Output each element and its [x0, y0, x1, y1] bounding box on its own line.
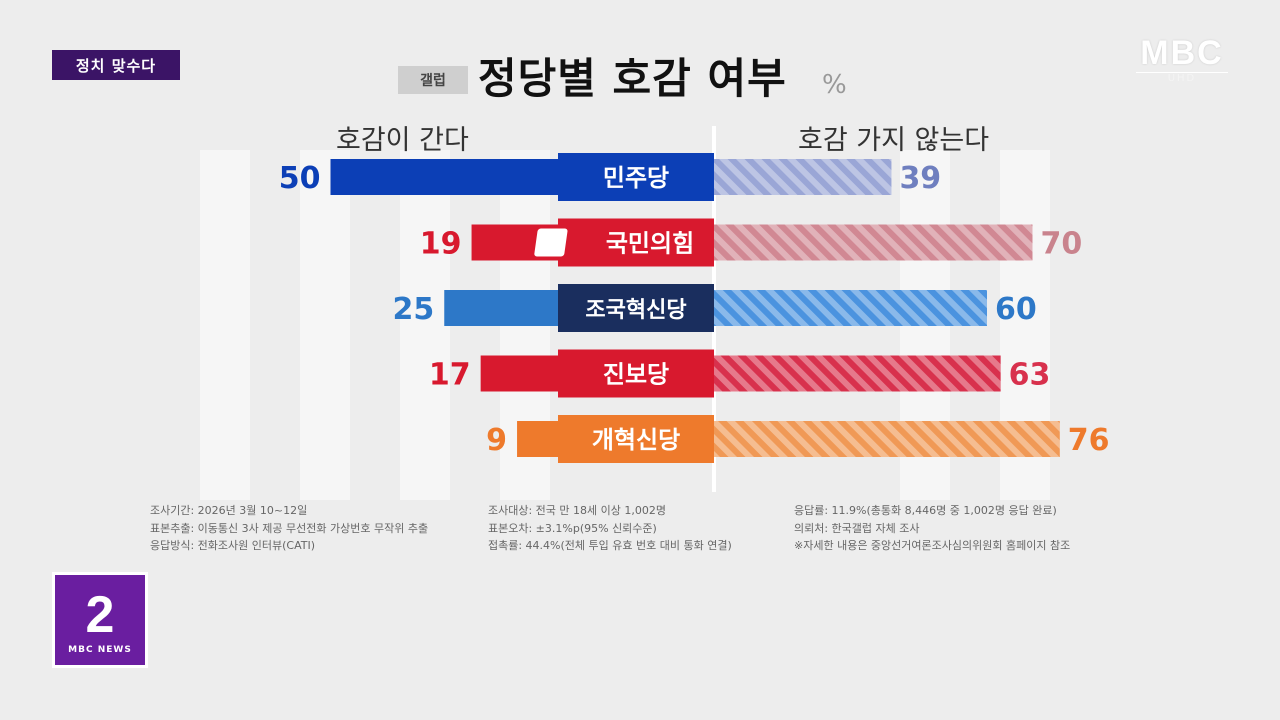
note-line: 응답률: 11.9%(총통화 8,446명 중 1,002명 응답 완료) — [794, 504, 1057, 517]
notes-column-3: 응답률: 11.9%(총통화 8,446명 중 1,002명 응답 완료) 의뢰… — [794, 502, 1070, 555]
note-line: 접촉률: 44.4%(전체 투입 유효 번호 대비 통화 연결) — [488, 539, 732, 552]
party-name: 진보당 — [603, 361, 669, 389]
left-bar — [517, 421, 558, 457]
left-value-label: 19 — [420, 227, 462, 262]
bg-column — [200, 150, 250, 500]
right-value-label: 76 — [1068, 423, 1110, 458]
party-name: 국민의힘 — [606, 230, 694, 258]
right-bar-hatch — [714, 290, 987, 326]
channel-logo-sub: UHD — [1136, 72, 1228, 84]
left-value-label: 50 — [279, 161, 321, 196]
channel-logo-name: MBC — [1140, 34, 1224, 72]
news-logo-label: MBC NEWS — [68, 645, 132, 655]
right-bar-hatch — [714, 159, 892, 195]
left-bar — [330, 159, 558, 195]
right-bar-hatch — [714, 355, 1001, 392]
source-tag: 갤럽 — [398, 66, 468, 94]
notes-column-2: 조사대상: 전국 만 18세 이상 1,002명 표본오차: ±3.1%p(95… — [488, 502, 732, 555]
left-bar — [444, 290, 558, 326]
right-value-label: 63 — [1009, 358, 1051, 393]
note-line: 표본추출: 이동통신 3사 제공 무선전화 가상번호 무작위 추출 — [150, 521, 429, 535]
left-bar — [480, 355, 558, 392]
right-value-label: 70 — [1041, 227, 1083, 262]
right-value-label: 60 — [995, 292, 1037, 327]
left-value-label: 17 — [429, 358, 471, 393]
party-logo-icon — [534, 228, 568, 257]
right-bar-hatch — [714, 224, 1033, 261]
party-name: 조국혁신당 — [585, 297, 686, 323]
party-box — [558, 415, 714, 463]
party-box — [558, 284, 714, 332]
chart-title: 정당별 호감 여부 — [478, 54, 787, 103]
note-line: 응답방식: 전화조사원 인터뷰(CATI) — [150, 539, 316, 552]
right-value-label: 39 — [899, 161, 941, 196]
left-value-label: 25 — [393, 292, 435, 327]
party-box — [558, 153, 714, 201]
right-series-header: 호감 가지 않는다 — [798, 125, 990, 156]
note-line: 표본오차: ±3.1%p(95% 신뢰수준) — [488, 521, 657, 535]
program-badge: 정치 맞수다 — [52, 50, 180, 80]
unit-label: % — [822, 70, 847, 100]
channel-logo: MBC UHD — [1136, 36, 1228, 84]
bg-column — [400, 150, 450, 500]
news-logo-number: 2 — [85, 586, 115, 644]
party-box — [558, 349, 714, 398]
right-bar-hatch — [714, 421, 1060, 457]
left-series-header: 호감이 간다 — [336, 125, 469, 156]
note-line: 조사대상: 전국 만 18세 이상 1,002명 — [488, 504, 666, 517]
note-line: ※자세한 내용은 중앙선거여론조사심의위원회 홈페이지 참조 — [794, 539, 1071, 552]
party-name: 개혁신당 — [592, 426, 680, 454]
party-box — [558, 218, 714, 267]
bg-column — [300, 150, 350, 500]
mbc-news-logo: 2 MBC NEWS — [52, 572, 148, 668]
notes-column-1: 조사기간: 2026년 3월 10~12일 표본추출: 이동통신 3사 제공 무… — [150, 502, 428, 555]
note-line: 조사기간: 2026년 3월 10~12일 — [150, 504, 308, 517]
party-name: 민주당 — [603, 164, 669, 192]
note-line: 의뢰처: 한국갤럽 자체 조사 — [794, 521, 920, 535]
left-value-label: 9 — [486, 423, 507, 458]
